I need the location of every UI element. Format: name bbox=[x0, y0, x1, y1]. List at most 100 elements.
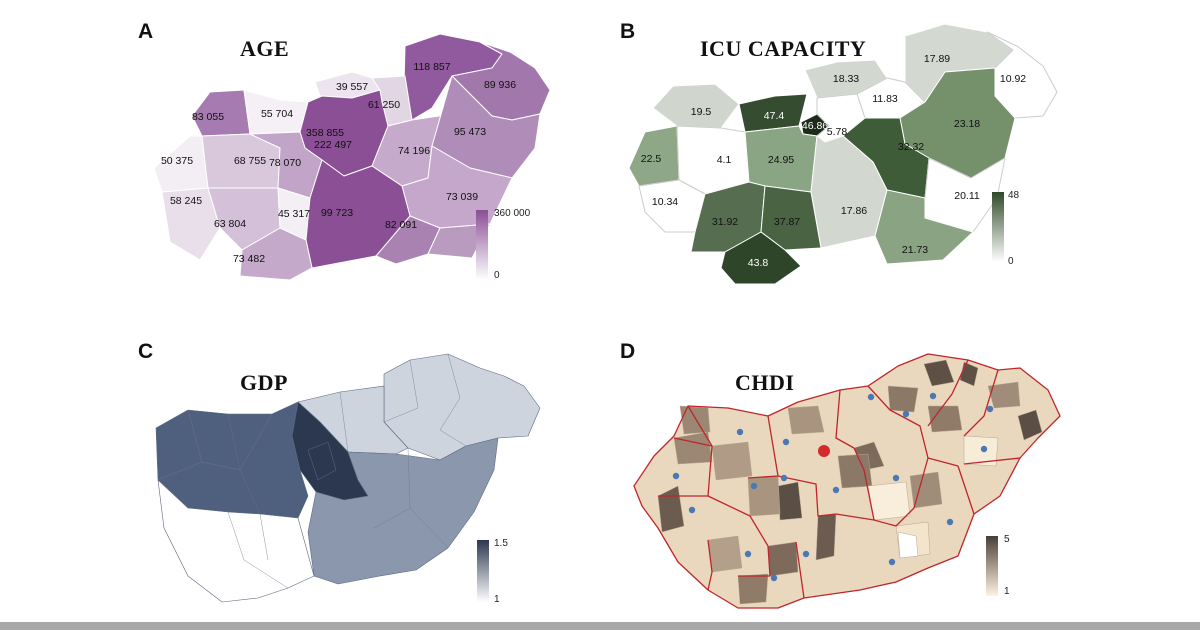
age-label: 99 723 bbox=[321, 207, 353, 219]
county-seat-marker bbox=[867, 393, 875, 401]
age-label: 45 317 bbox=[278, 208, 310, 220]
county-seat-marker bbox=[946, 518, 954, 526]
age-legend-min: 0 bbox=[494, 270, 500, 281]
region-b-veszprem bbox=[676, 125, 750, 195]
panel-a-title: AGE bbox=[240, 36, 290, 61]
county-seat-marker bbox=[750, 482, 758, 490]
county-seat-marker bbox=[929, 392, 937, 400]
chdi-legend-min: 1 bbox=[1004, 586, 1010, 597]
age-label: 58 245 bbox=[170, 195, 202, 207]
map-gdp bbox=[155, 353, 541, 603]
gdp-legend-min: 1 bbox=[494, 594, 500, 605]
age-value-labels: 118 857 89 936 39 557 61 250 83 055 55 7… bbox=[161, 61, 516, 265]
county-seat-marker bbox=[688, 506, 696, 514]
age-legend-bar bbox=[476, 210, 488, 280]
panel-b-letter: B bbox=[620, 20, 636, 43]
age-label: 118 857 bbox=[413, 61, 450, 73]
panel-d-title: CHDI bbox=[735, 370, 795, 395]
age-legend-max: 360 000 bbox=[494, 208, 531, 219]
age-label: 82 091 bbox=[385, 219, 417, 231]
age-label: 50 375 bbox=[161, 155, 193, 167]
age-label: 95 473 bbox=[454, 126, 486, 138]
icu-value-labels: 17.89 18.33 10.92 11.83 19.5 47.4 46.86 … bbox=[641, 53, 1027, 269]
chdi-markers bbox=[672, 392, 994, 582]
icu-label: 32.32 bbox=[898, 141, 924, 153]
region-a-csongrad-e bbox=[427, 223, 491, 259]
icu-legend-min: 0 bbox=[1008, 256, 1014, 267]
chdi-county-borders bbox=[633, 353, 1061, 609]
age-label: 78 070 bbox=[269, 157, 301, 169]
icu-label: 17.89 bbox=[924, 53, 950, 65]
icu-label: 4.1 bbox=[717, 154, 732, 166]
county-seat-marker bbox=[888, 558, 896, 566]
icu-label: 17.86 bbox=[841, 205, 867, 217]
panel-c-title: GDP bbox=[240, 370, 288, 395]
icu-legend-bar bbox=[992, 192, 1004, 262]
icu-label: 10.92 bbox=[1000, 73, 1026, 85]
gdp-legend-max: 1.5 bbox=[494, 538, 508, 549]
age-label: 39 557 bbox=[336, 81, 368, 93]
capital-marker bbox=[818, 445, 830, 457]
age-label: 74 196 bbox=[398, 145, 430, 157]
region-c-southern-transdanubia bbox=[157, 479, 315, 603]
region-b-komarom bbox=[738, 93, 808, 133]
bottom-divider-bar bbox=[0, 622, 1200, 630]
icu-label: 21.73 bbox=[902, 244, 928, 256]
panel-b-title: ICU CAPACITY bbox=[700, 36, 867, 61]
icu-label: 19.5 bbox=[691, 106, 712, 118]
chdi-legend-max: 5 bbox=[1004, 534, 1010, 545]
age-label: 61 250 bbox=[368, 99, 400, 111]
county-seat-marker bbox=[902, 410, 910, 418]
region-b-tolna bbox=[760, 185, 822, 251]
chdi-legend-bar bbox=[986, 536, 998, 596]
icu-label: 31.92 bbox=[712, 216, 738, 228]
county-seat-marker bbox=[736, 428, 744, 436]
county-seat-marker bbox=[980, 445, 988, 453]
age-label: 68 755 bbox=[234, 155, 266, 167]
icu-label: 43.8 bbox=[748, 257, 769, 269]
gdp-county-borders bbox=[157, 353, 467, 589]
icu-label: 23.18 bbox=[954, 118, 980, 130]
age-label: 55 704 bbox=[261, 108, 293, 120]
county-seat-marker bbox=[802, 550, 810, 558]
region-b-szabolcs bbox=[986, 31, 1058, 119]
gdp-legend-bar bbox=[477, 540, 489, 602]
county-seat-marker bbox=[986, 405, 994, 413]
county-seat-marker bbox=[832, 486, 840, 494]
panel-a-letter: A bbox=[138, 20, 154, 43]
age-label: 63 804 bbox=[214, 218, 246, 230]
region-a-baranya bbox=[239, 227, 313, 281]
icu-legend-max: 48 bbox=[1008, 190, 1020, 201]
icu-label: 37.87 bbox=[774, 216, 800, 228]
region-c-southern-great-plain bbox=[307, 437, 499, 585]
age-label: 73 039 bbox=[446, 191, 478, 203]
panel-c-letter: C bbox=[138, 340, 154, 363]
panel-d-letter: D bbox=[620, 340, 636, 363]
map-age: 118 857 89 936 39 557 61 250 83 055 55 7… bbox=[153, 33, 551, 281]
age-label: 222 497 bbox=[314, 139, 352, 151]
county-seat-marker bbox=[780, 474, 788, 482]
icu-label: 20.11 bbox=[954, 190, 980, 202]
county-seat-marker bbox=[744, 550, 752, 558]
region-c-north-great-plain bbox=[383, 353, 541, 461]
icu-label: 5.78 bbox=[827, 126, 848, 138]
county-seat-marker bbox=[672, 472, 680, 480]
region-b-csongrad bbox=[874, 189, 974, 265]
icu-label: 22.5 bbox=[641, 153, 662, 165]
region-a-zala bbox=[161, 187, 221, 261]
map-chdi bbox=[633, 353, 1061, 609]
county-seat-marker bbox=[770, 574, 778, 582]
icu-label: 18.33 bbox=[833, 73, 859, 85]
county-seat-marker bbox=[892, 474, 900, 482]
region-b-baranya bbox=[720, 231, 802, 285]
icu-label: 10.34 bbox=[652, 196, 678, 208]
icu-label: 24.95 bbox=[768, 154, 794, 166]
map-icu-capacity: 17.89 18.33 10.92 11.83 19.5 47.4 46.86 … bbox=[628, 23, 1058, 285]
age-label: 358 855 bbox=[306, 127, 344, 139]
age-label: 73 482 bbox=[233, 253, 265, 265]
county-seat-marker bbox=[782, 438, 790, 446]
icu-label: 11.83 bbox=[872, 93, 898, 105]
age-label: 89 936 bbox=[484, 79, 516, 91]
age-label: 83 055 bbox=[192, 111, 224, 123]
icu-label: 47.4 bbox=[764, 110, 785, 122]
